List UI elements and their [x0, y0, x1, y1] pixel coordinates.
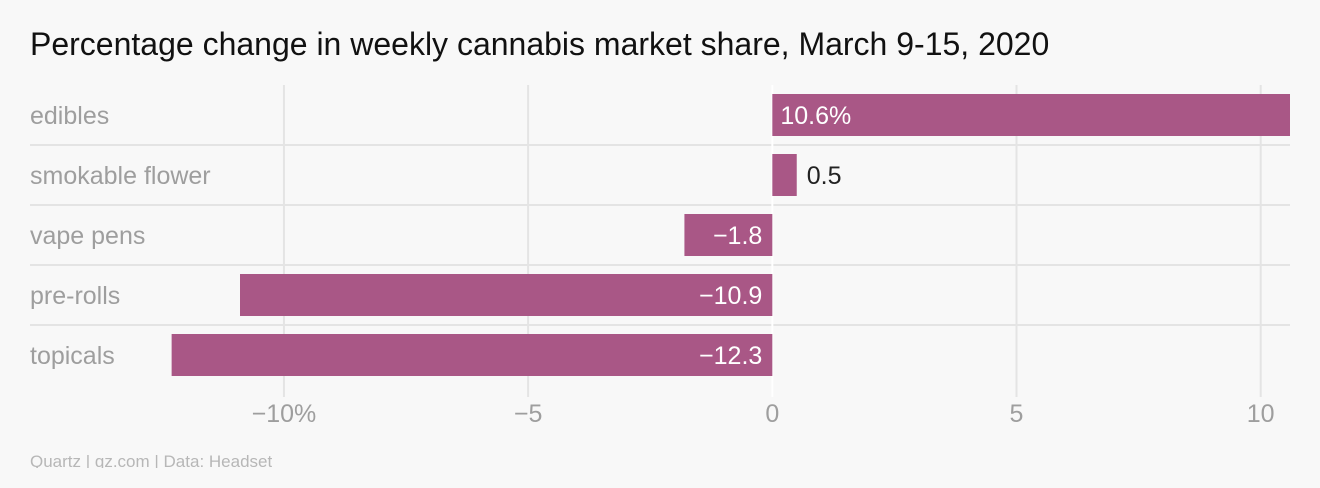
category-label: smokable flower — [30, 162, 211, 190]
category-label: edibles — [30, 102, 109, 130]
labels: −10% −5 0 5 10 edibles 10.6% smokable flower 0.5… — [30, 102, 1275, 428]
value-label: −1.8 — [713, 222, 762, 250]
category-label: vape pens — [30, 222, 145, 250]
x-tick-label: 10 — [1247, 400, 1275, 428]
bars — [171, 94, 1290, 376]
category-label: pre-rolls — [30, 282, 120, 310]
bar — [240, 274, 773, 316]
bar — [772, 154, 797, 196]
category-label: topicals — [30, 342, 115, 370]
gridlines — [30, 85, 1290, 397]
bar — [171, 334, 773, 376]
x-tick-label: −10% — [252, 400, 317, 428]
value-label: 0.5 — [807, 162, 842, 190]
source-note: Quartz | qz.com | Data: Headset — [30, 452, 273, 468]
x-tick-label: 0 — [765, 400, 779, 428]
x-tick-label: −5 — [514, 400, 543, 428]
x-tick-label: 5 — [1010, 400, 1024, 428]
bar — [772, 94, 1290, 136]
bar — [684, 214, 773, 256]
chart-title: Percentage change in weekly cannabis mar… — [30, 26, 1050, 62]
value-label: −12.3 — [699, 342, 762, 370]
value-label: 10.6% — [780, 102, 851, 130]
value-label: −10.9 — [699, 282, 762, 310]
